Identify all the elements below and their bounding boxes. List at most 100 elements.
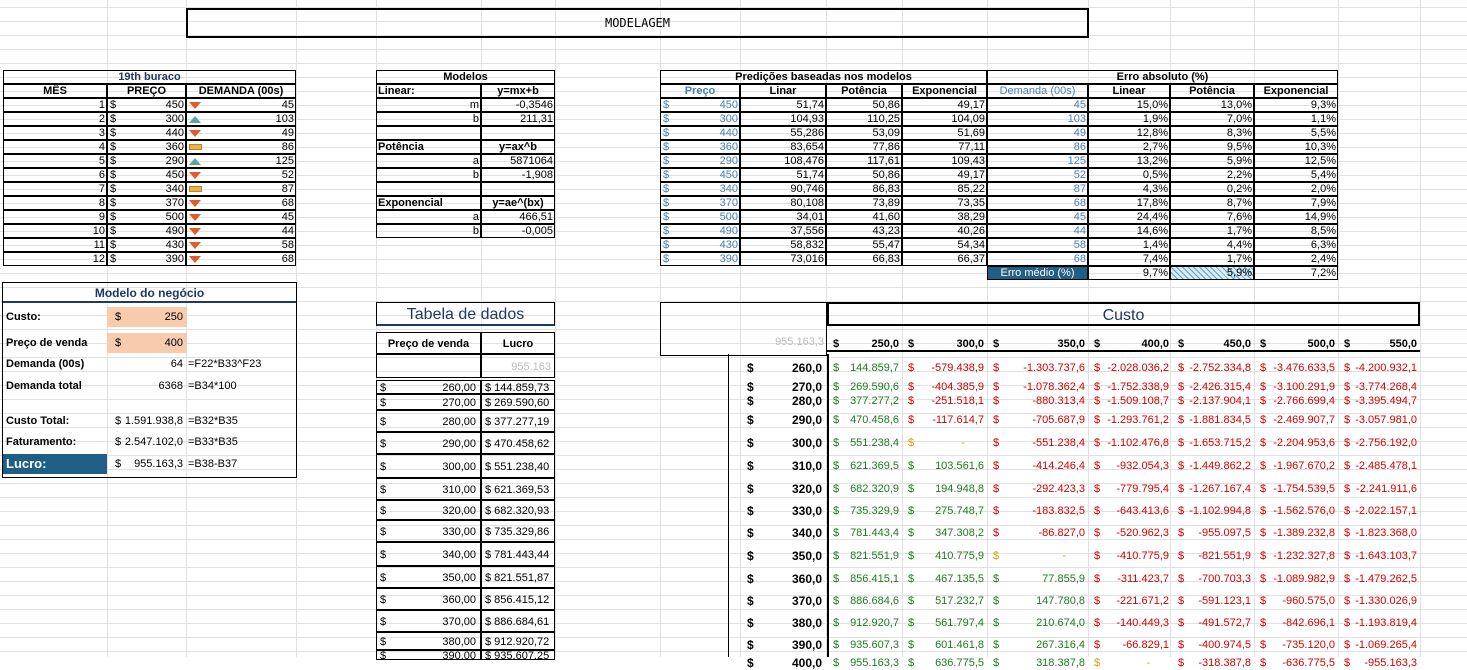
prediction-cell: 104,09 [902,112,987,126]
error-cell: 125 [987,154,1088,168]
error-header: Linear [1088,84,1170,98]
currency-symbol: $ [1344,657,1351,669]
data-table-profit: $ 470.458,62 [481,432,555,454]
custo-cell: $ -2.426.315,4 [1172,380,1254,394]
currency-symbol: $ [747,482,754,496]
model-param-value: 211,31 [481,112,555,126]
custo-cell: $ -318.387,8 [1172,656,1254,670]
prediction-cell: 66,37 [902,252,987,266]
currency-symbol: $ [993,381,1000,393]
profit-value: -1.089.982,9 [1273,573,1335,585]
grid-row-line [0,343,1467,344]
custo-cell: $ -1.881.834,5 [1172,408,1254,432]
price-value: 490 [165,225,184,237]
custo-row-price: $310,0 [740,454,826,478]
grid-row-line [0,427,1467,428]
error-cell: 87 [987,182,1088,196]
currency-symbol: $ [1094,595,1101,607]
profit-value: -400.974,5 [1198,639,1251,651]
demand-value: 45 [281,99,294,111]
error-cell: 1,7% [1170,224,1254,238]
prediction-cell: 51,74 [740,98,826,112]
currency-symbol: $ [1178,414,1185,426]
grid-row-line [0,147,1467,148]
currency-symbol: $ [1344,414,1351,426]
profit-value: 77.855,9 [1042,573,1085,585]
data-table-profit: $ 935.607,25 [481,650,555,660]
price-value: 280,0 [791,394,822,408]
profit-value: -735.120,0 [1282,639,1335,651]
currency-symbol: $ [380,416,387,428]
data-table-ghost: 955.163 [481,354,555,378]
month-cell: 5 [3,154,107,168]
currency-symbol: $ [993,460,1000,472]
profit-value: -1.232.327,8 [1273,550,1335,562]
currency-symbol: $ [1178,362,1185,374]
profit-value: -1.303.737,6 [1023,362,1085,374]
error-cell: 1,7% [1170,252,1254,266]
currency-symbol: $ [1178,505,1185,517]
price-value: 450 [165,99,184,111]
data-table-price: $380,00 [376,632,481,650]
prediction-cell: 49,17 [902,98,987,112]
demand-cell: 125 [186,154,296,168]
grid-row-line [0,623,1467,624]
business-formula: =F22*B33^F23 [188,358,262,370]
profit-value: 377.277,2 [850,395,899,407]
demand-cell: 103 [186,112,296,126]
demand-cell: 68 [186,252,296,266]
prediction-header: Potência [826,84,902,98]
grid-col-line [481,0,482,657]
error-cell: 49 [987,126,1088,140]
price-value: 300 [165,113,184,125]
custo-cell: $ -1.754.539,5 [1254,478,1338,500]
profit-value: -591.123,1 [1198,595,1251,607]
currency-symbol: $ [993,617,1000,629]
month-table-title: 19th buraco [3,70,296,84]
grid-row-line [0,21,1467,22]
custo-cell: $ -86.827,0 [987,522,1088,544]
data-table-profit: $ 682.320,93 [481,500,555,520]
currency-symbol: $ [110,211,117,223]
currency-symbol: $ [833,617,840,629]
grid-row-line [0,189,1467,190]
demand-value: 58 [281,239,294,251]
price-value: 270,00 [442,397,476,409]
currency-symbol: $ [380,594,387,606]
profit-value: -579.438,9 [931,362,984,374]
prediction-cell: 77,11 [902,140,987,154]
currency-symbol: $ [747,413,754,427]
currency-symbol: $ [663,113,670,125]
grid-row-line [0,245,1467,246]
data-table-price: $320,00 [376,500,481,520]
custo-cell: $ -955.163,3 [1338,656,1420,670]
error-cell: 15,0% [1088,98,1170,112]
error-cell: 13,2% [1088,154,1170,168]
model-param-label: b [376,168,481,182]
custo-cell: $ -1.823.368,0 [1338,522,1420,544]
profit-value: -183.832,5 [1032,505,1085,517]
business-label: Demanda (00s) [6,358,85,370]
currency-symbol: $ [1094,657,1101,669]
currency-symbol: $ [1260,381,1267,393]
grid-col-line [1088,0,1089,657]
custo-cell: $636.775,5 [902,656,987,670]
currency-symbol: $ [908,639,915,651]
profit-value: -700.703,3 [1198,573,1251,585]
currency-symbol: $ [110,183,117,195]
grid-col-line [1170,0,1171,657]
currency-symbol: $ [1344,573,1351,585]
custo-cell: $470.458,6 [827,408,902,432]
price-value: 320,0 [791,482,822,496]
cost-value: 300,0 [956,338,984,350]
profit-value: -311.423,7 [1117,573,1169,585]
model-param-label: Potência [376,140,481,154]
prediction-cell: 73,016 [740,252,826,266]
price-value: 360 [165,141,184,153]
custo-cell: $77.855,9 [987,568,1088,590]
up-triangle-icon [189,158,201,165]
custo-cell: $410.775,9 [902,544,987,568]
currency-symbol: $ [747,380,754,394]
currency-symbol: $ [1260,639,1267,651]
currency-symbol: $ [1178,395,1185,407]
